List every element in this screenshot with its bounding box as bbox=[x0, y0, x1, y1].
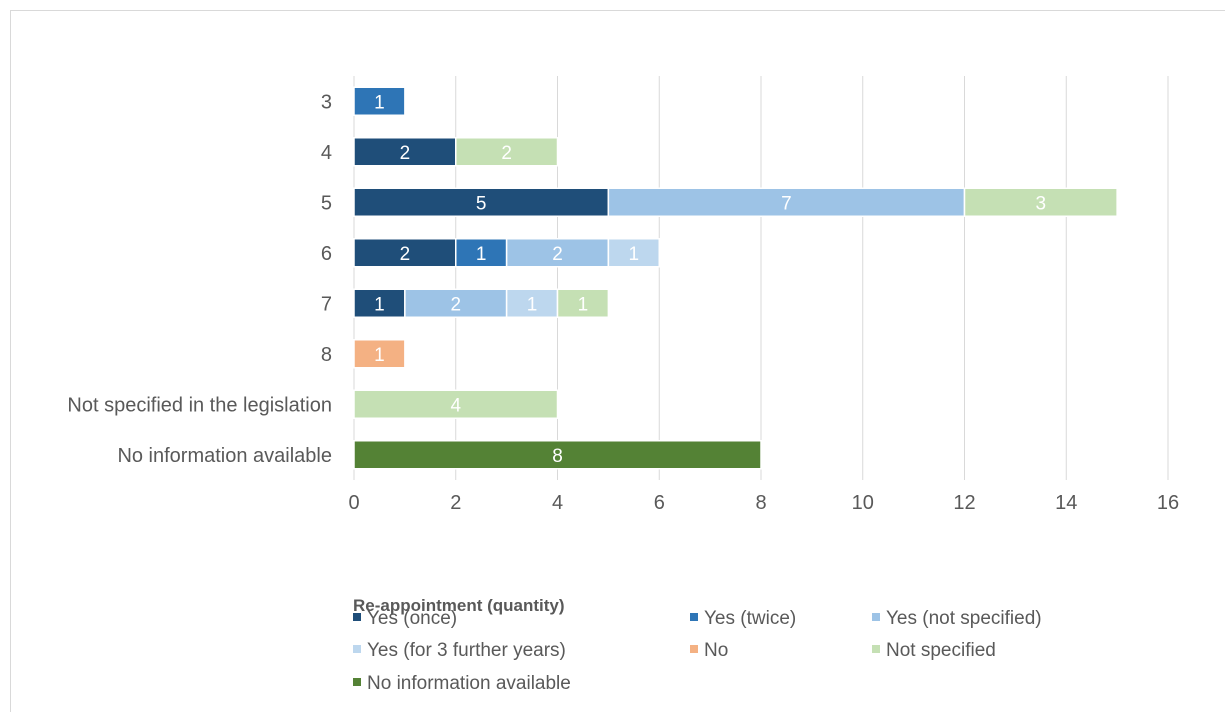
bar-value-label: 2 bbox=[450, 294, 461, 315]
bar-value-label: 2 bbox=[400, 244, 411, 265]
category-label: 6 bbox=[321, 243, 332, 265]
category-label: 4 bbox=[321, 142, 332, 164]
legend-swatch bbox=[353, 644, 361, 653]
bar-value-label: 2 bbox=[501, 143, 512, 164]
x-tick-label: 4 bbox=[552, 492, 563, 514]
bar-value-label: 3 bbox=[1036, 193, 1047, 214]
legend-item: Yes (for 3 further years) bbox=[353, 640, 566, 662]
bar-value-label: 7 bbox=[781, 193, 792, 214]
category-label: No information available bbox=[117, 445, 332, 467]
legend-swatch bbox=[872, 644, 880, 653]
legend-item: Yes (twice) bbox=[690, 608, 796, 630]
bar-segment bbox=[353, 339, 406, 369]
legend-label: No bbox=[704, 640, 729, 661]
legend-item: No information available bbox=[353, 673, 571, 695]
legend-title: Re-appointment (quantity) bbox=[353, 596, 565, 615]
legend-item: Yes (once) bbox=[353, 608, 457, 630]
bar-segment bbox=[505, 288, 559, 318]
bar-segment bbox=[353, 440, 762, 470]
bar-value-label: 1 bbox=[578, 294, 589, 315]
bar-segment bbox=[556, 288, 610, 318]
legend-label: Yes (not specified) bbox=[886, 608, 1042, 629]
category-label: 5 bbox=[321, 192, 332, 214]
bar-value-label: 2 bbox=[552, 244, 563, 265]
bar-value-label: 2 bbox=[400, 143, 411, 164]
legend-item: Not specified bbox=[872, 640, 996, 662]
bar-segment bbox=[404, 288, 508, 318]
bar-value-label: 1 bbox=[629, 244, 640, 265]
legend-swatch bbox=[353, 677, 361, 686]
bar-value-label: 1 bbox=[374, 294, 385, 315]
bar-segment bbox=[505, 238, 610, 268]
category-label: 8 bbox=[321, 344, 332, 366]
legend-item: No bbox=[690, 640, 728, 662]
category-label: 7 bbox=[321, 293, 332, 315]
x-tick-label: 8 bbox=[755, 492, 766, 514]
legend-label: Yes (twice) bbox=[704, 608, 797, 629]
bar-value-label: 4 bbox=[450, 395, 461, 416]
bar-segment bbox=[353, 86, 406, 116]
legend-swatch bbox=[690, 644, 698, 653]
bar-segment bbox=[455, 137, 559, 167]
legend-label: Yes (for 3 further years) bbox=[367, 640, 566, 661]
x-tick-label: 16 bbox=[1157, 492, 1179, 514]
bar-value-label: 1 bbox=[374, 92, 385, 113]
x-tick-label: 0 bbox=[348, 492, 359, 514]
bar-value-label: 5 bbox=[476, 193, 487, 214]
bar-segment bbox=[607, 238, 660, 268]
x-tick-label: 12 bbox=[953, 492, 975, 514]
bar-segment bbox=[455, 238, 508, 268]
category-label: 3 bbox=[321, 91, 332, 113]
bar-segment bbox=[353, 238, 457, 268]
legend-label: Yes (once) bbox=[367, 608, 458, 629]
bar-value-label: 1 bbox=[374, 345, 385, 366]
bar-value-label: 8 bbox=[552, 446, 563, 467]
legend-swatch bbox=[872, 612, 880, 621]
x-tick-label: 10 bbox=[852, 492, 874, 514]
chart-frame bbox=[10, 10, 1225, 712]
bar-value-label: 1 bbox=[476, 244, 487, 265]
x-tick-label: 14 bbox=[1055, 492, 1077, 514]
legend-item: Yes (not specified) bbox=[872, 608, 1042, 630]
legend-label: Not specified bbox=[886, 640, 996, 661]
category-label: Not specified in the legislation bbox=[67, 394, 332, 416]
legend-label: No information available bbox=[367, 673, 571, 694]
legend-swatch bbox=[690, 612, 698, 621]
bar-segment bbox=[963, 187, 1118, 217]
bar-value-label: 1 bbox=[527, 294, 538, 315]
legend-swatch bbox=[353, 612, 361, 621]
x-tick-label: 6 bbox=[654, 492, 665, 514]
x-tick-label: 2 bbox=[450, 492, 461, 514]
bar-segment bbox=[353, 389, 559, 419]
